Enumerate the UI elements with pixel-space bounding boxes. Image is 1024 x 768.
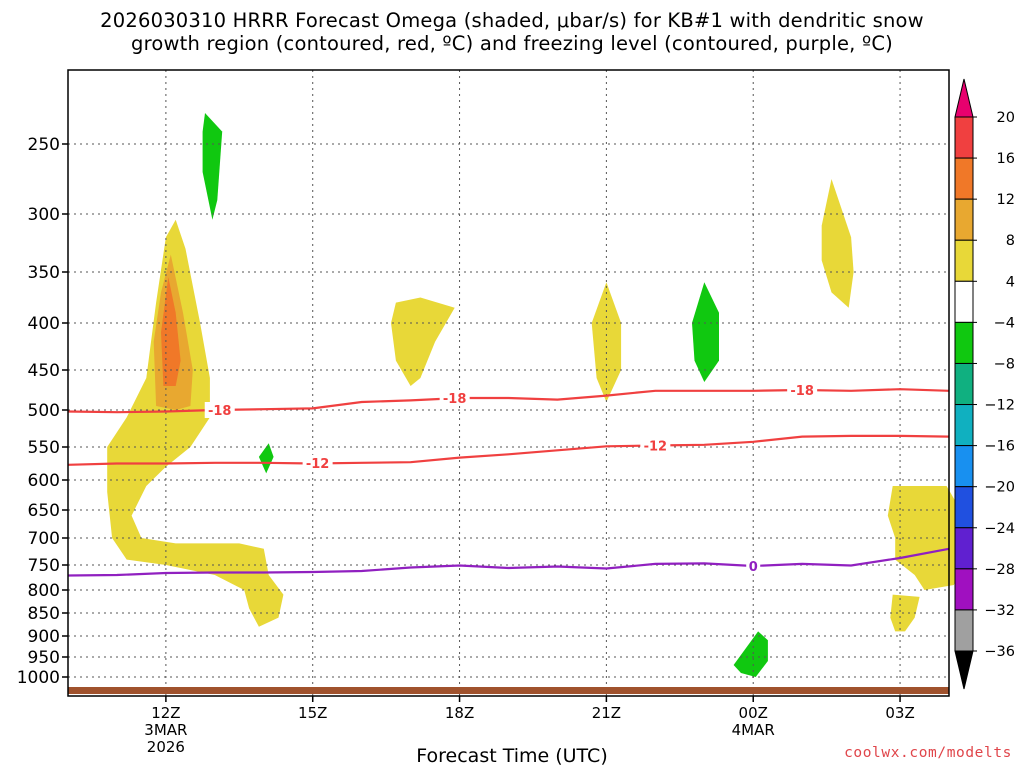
omega-region-8: [202, 113, 223, 220]
omega-region-5: [821, 179, 854, 308]
omega-region-3: [391, 297, 455, 386]
contour-label: -18: [208, 404, 232, 419]
colorbar-segment: [954, 609, 974, 652]
colorbar-over-arrow: [954, 78, 974, 118]
colorbar-label: 4: [1006, 274, 1015, 290]
colorbar: 20 16 12 8 4 −4 −8 −12 −16 −20 −24 −28 −32 −36: [954, 78, 1015, 690]
y-tick-label: 750: [28, 556, 60, 576]
omega-shading: [107, 113, 964, 677]
omega-region-7: [890, 594, 920, 632]
colorbar-label: −28: [984, 562, 1015, 578]
contour-label-bg: [640, 437, 671, 454]
omega-region-0: [107, 219, 284, 627]
x-tick-date: 3MAR: [144, 721, 187, 739]
colorbar-segment: [954, 116, 974, 159]
contour-label: -18: [443, 392, 467, 407]
y-tick-label: 400: [28, 314, 60, 334]
y-tick-label: 500: [28, 401, 60, 421]
colorbar-segment: [954, 157, 974, 200]
colorbar-segment: [954, 198, 974, 241]
colorbar-label: −32: [984, 603, 1015, 619]
colorbar-label: −8: [994, 356, 1015, 372]
contour-line-1: [67, 434, 950, 466]
colorbar-segment: [954, 280, 974, 323]
contour-label-bg: [787, 382, 818, 398]
colorbar-label: −4: [994, 315, 1015, 331]
colorbar-label: −16: [984, 439, 1015, 455]
colorbar-label: −24: [984, 521, 1015, 537]
omega-region-11: [733, 631, 768, 677]
temperature-contours: -18 -18 -18 -12 -12 0: [67, 382, 950, 577]
x-tick-label: 03Z: [885, 704, 914, 722]
colorbar-label: 8: [1006, 233, 1015, 249]
site-credit: coolwx.com/modelts: [844, 745, 1012, 761]
y-tick-label: 1000: [17, 668, 60, 688]
colorbar-segment: [954, 404, 974, 447]
y-tick-label: 250: [28, 135, 60, 155]
y-tick-label: 600: [28, 471, 60, 491]
y-tick-label: 350: [28, 263, 60, 283]
contour-label-bg: [746, 558, 761, 574]
x-tick-label: 21Z: [592, 704, 621, 722]
plot-frame: [67, 69, 950, 697]
colorbar-under-arrow: [954, 650, 974, 690]
terrain-bar: [68, 687, 949, 694]
x-tick-label: 18Z: [445, 704, 474, 722]
colorbar-segment: [954, 568, 974, 611]
colorbar-label: 16: [997, 151, 1015, 167]
chart-title-line-2: growth region (contoured, red, ºC) and f…: [131, 32, 893, 55]
y-tick-label: 450: [28, 361, 60, 381]
y-axis: 250 300 350 400 450 500 550 600 650 700 750 800 850 9…: [17, 135, 68, 688]
y-tick-label: 850: [28, 604, 60, 624]
contour-label-bg: [302, 454, 333, 471]
x-tick-date: 4MAR: [732, 721, 775, 739]
omega-region-9: [258, 443, 274, 474]
omega-region-6: [887, 486, 964, 590]
contour-label: -12: [306, 457, 330, 472]
colorbar-label: −36: [984, 644, 1015, 660]
contour-label-bg: [204, 402, 235, 418]
colorbar-segment: [954, 362, 974, 406]
omega-region-10: [692, 282, 719, 382]
grid: [68, 70, 949, 696]
colorbar-label: 12: [997, 192, 1015, 208]
chart-title-line-1: 2026030310 HRRR Forecast Omega (shaded, …: [100, 9, 924, 32]
x-tick-label: 00Z: [739, 704, 768, 722]
colorbar-segment: [954, 321, 974, 364]
colorbar-label: −12: [984, 398, 1015, 414]
colorbar-segment: [954, 486, 974, 529]
contour-label-bg: [439, 390, 470, 406]
colorbar-label: 20: [997, 110, 1015, 126]
contour-label: -18: [790, 384, 814, 399]
colorbar-label: −20: [984, 480, 1015, 496]
x-tick-label: 15Z: [298, 704, 327, 722]
contour-line-2: [67, 547, 950, 577]
x-tick-year: 2026: [147, 738, 185, 756]
omega-region-4: [591, 282, 622, 402]
y-tick-label: 950: [28, 648, 60, 668]
y-tick-label: 300: [28, 205, 60, 225]
colorbar-segment: [954, 445, 974, 488]
contour-label: 0: [749, 560, 758, 575]
colorbar-segment: [954, 239, 974, 282]
x-tick-label: 12Z: [151, 704, 180, 722]
y-tick-label: 800: [28, 581, 60, 601]
x-axis-label: Forecast Time (UTC): [416, 745, 608, 767]
y-tick-label: 650: [28, 501, 60, 521]
y-tick-label: 550: [28, 438, 60, 458]
contour-label: -12: [644, 440, 668, 455]
y-tick-label: 700: [28, 529, 60, 549]
colorbar-segment: [954, 527, 974, 570]
y-tick-label: 900: [28, 627, 60, 647]
